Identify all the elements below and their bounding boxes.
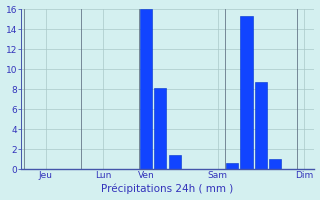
- Bar: [240, 16, 252, 169]
- X-axis label: Précipitations 24h ( mm ): Précipitations 24h ( mm ): [101, 184, 234, 194]
- Bar: [169, 155, 181, 169]
- Bar: [140, 9, 152, 169]
- Bar: [154, 88, 166, 169]
- Bar: [269, 159, 281, 169]
- Bar: [255, 82, 267, 169]
- Bar: [226, 163, 238, 169]
